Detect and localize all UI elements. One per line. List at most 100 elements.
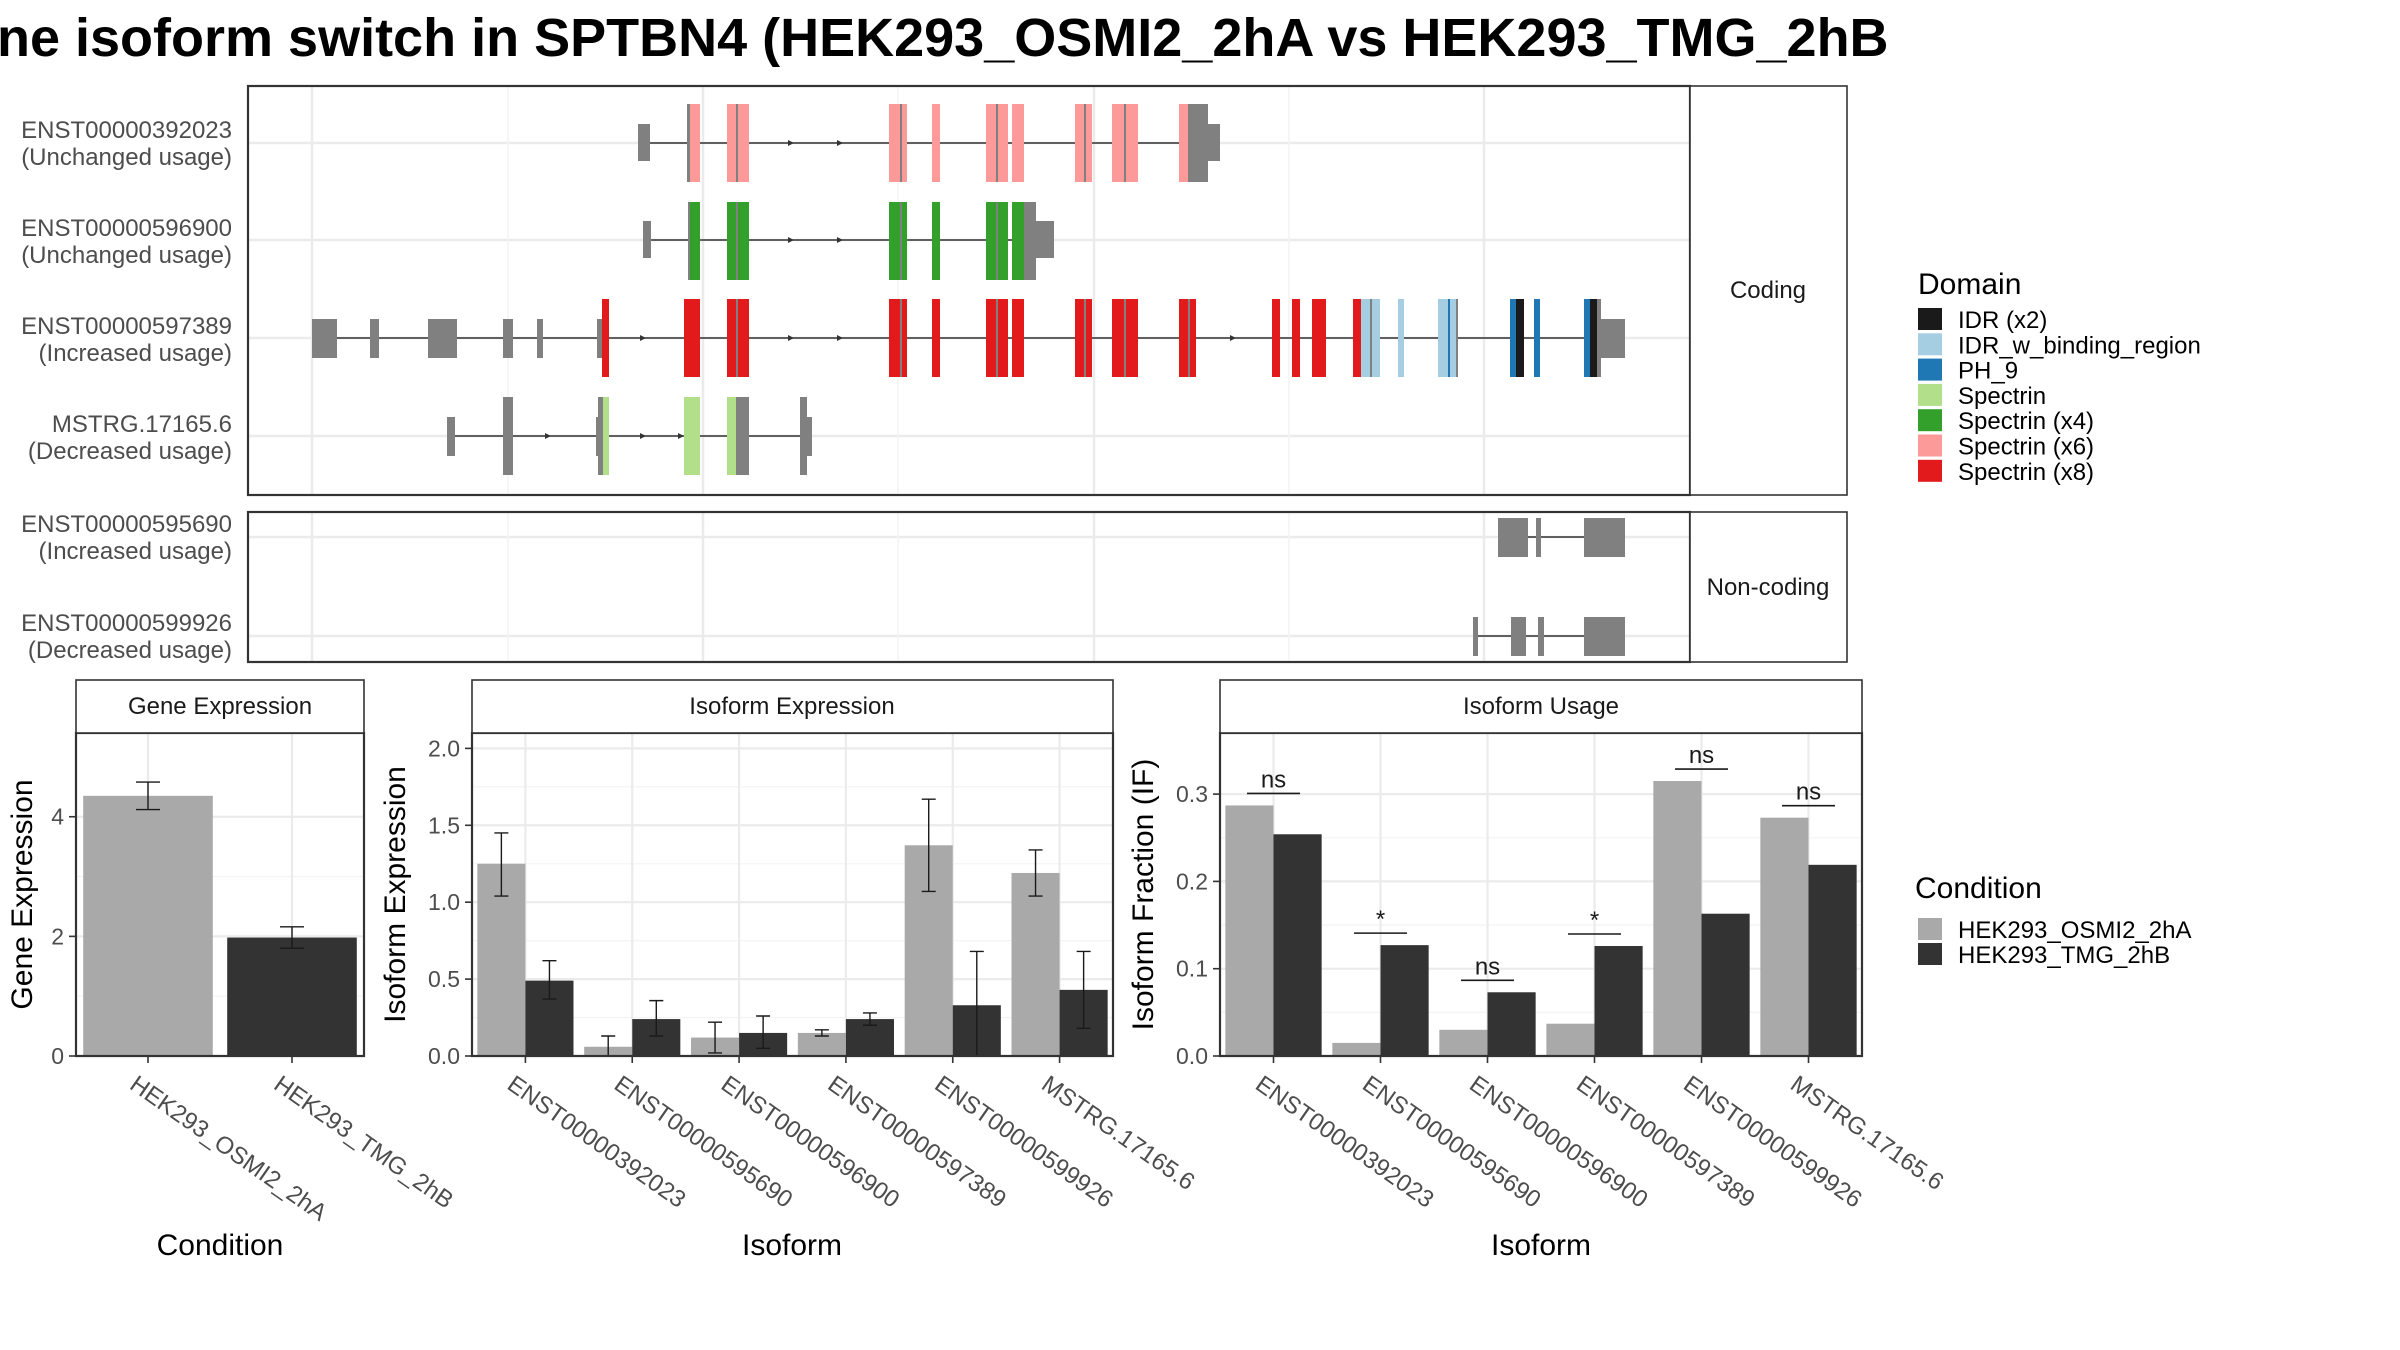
noncoding-strip-label: Non-coding: [1707, 574, 1830, 601]
panel2-ytick-label-1: 0.1: [1176, 956, 1208, 982]
panel1-bar-s0-3: [797, 1032, 846, 1056]
panel1-errorbar-s0-0: [494, 832, 509, 897]
row-label-enst00000596900-usage: (Unchanged usage): [21, 242, 232, 269]
panel1-ytick-label-0: 0.0: [428, 1043, 460, 1069]
condition-legend-key-0: [1918, 918, 1942, 940]
row-label-mstrg-17165-6-usage: (Decreased usage): [28, 438, 232, 465]
row-label-enst00000595690-usage: (Increased usage): [39, 538, 232, 565]
domain-legend-key-1: [1918, 333, 1942, 356]
panel1-errorbar-s1-3: [862, 1012, 877, 1026]
domain-legend-label-1: IDR_w_binding_region: [1958, 332, 2201, 359]
panel1-errorbar-s1-2: [756, 1015, 771, 1050]
domain-legend-label-2: PH_9: [1958, 358, 2018, 385]
domain-legend: Domain IDR (x2)IDR_w_binding_regionPH_9S…: [1918, 268, 2201, 486]
panel2-sig-label-2: ns: [1475, 953, 1500, 980]
panel2-sig-label-4: ns: [1689, 742, 1714, 769]
panel1-bar-s0-5: [1011, 872, 1060, 1056]
domain-legend-key-0: [1918, 308, 1942, 330]
panel2-strip: [1219, 679, 1863, 734]
transcript-track-enst00000596900: [643, 202, 1054, 280]
panel0-yaxis-title: Gene Expression: [6, 779, 39, 1009]
panel1-ytick-label-1: 0.5: [428, 966, 460, 992]
panel0-xaxis-title: Condition: [157, 1229, 284, 1262]
panel2-yaxis-title: Isoform Fraction (IF): [1127, 759, 1160, 1031]
domain-legend-key-3: [1918, 383, 1942, 406]
figure-title: ne isoform switch in SPTBN4 (HEK293_OSMI…: [0, 8, 1889, 68]
domain-legend-key-2: [1918, 358, 1942, 381]
panel0-errorbar-1: [280, 926, 304, 950]
coding-structure-panel: [246, 84, 1692, 497]
row-label-enst00000595690-id: ENST00000595690: [21, 511, 232, 538]
panel0-strip: [75, 679, 365, 734]
panel1-strip-label: Isoform Expression: [689, 693, 894, 720]
panel2-bar-s1-4: [1701, 913, 1750, 1056]
transcript-track-enst00000597389: [312, 299, 1625, 377]
panel1-xaxis-title: Isoform: [742, 1229, 842, 1262]
domain-legend-title: Domain: [1918, 268, 2021, 301]
noncoding-structure-panel: [246, 510, 1692, 664]
domain-legend-key-5: [1918, 434, 1942, 457]
panel0-ytick-label-1: 2: [51, 923, 64, 949]
noncoding-strip: Non-coding: [1689, 511, 1848, 663]
panel2-ytick-label-2: 0.2: [1176, 868, 1208, 894]
panel1-ytick-label-2: 1.0: [428, 889, 460, 915]
domain-legend-key-6: [1918, 459, 1942, 482]
panel2-bar-s1-1: [1380, 945, 1429, 1056]
panel0-ytick-label-0: 0: [51, 1043, 64, 1069]
domain-legend-label-4: Spectrin (x4): [1958, 408, 2094, 435]
panel0-ytick-label-2: 4: [51, 804, 64, 830]
condition-legend-label-0: HEK293_OSMI2_2hA: [1958, 917, 2191, 944]
panel1-errorbar-s0-2: [708, 1021, 723, 1054]
panel2-bar-s0-3: [1546, 1023, 1595, 1056]
panel2-xaxis-title: Isoform: [1491, 1229, 1591, 1262]
noncoding-row-labels: ENST00000595690 (Increased usage) ENST00…: [21, 511, 232, 664]
panel0-bar-0: [83, 795, 213, 1056]
row-label-enst00000392023-id: ENST00000392023: [21, 117, 232, 144]
condition-legend-label-1: HEK293_TMG_2hB: [1958, 942, 2170, 969]
row-label-enst00000392023-usage: (Unchanged usage): [21, 144, 232, 171]
domain-legend-label-3: Spectrin: [1958, 383, 2046, 410]
row-label-enst00000597389-usage: (Increased usage): [39, 340, 232, 367]
panel2-strip-label: Isoform Usage: [1463, 693, 1619, 720]
panel2-sig-label-3: *: [1590, 907, 1599, 934]
condition-legend-key-1: [1918, 943, 1942, 965]
panel2-sig-label-1: *: [1376, 906, 1385, 933]
panel1-yaxis-title: Isoform Expression: [379, 766, 412, 1023]
panel2-bar-s1-2: [1487, 992, 1536, 1056]
domain-legend-key-4: [1918, 409, 1942, 432]
panel2-bar-s0-2: [1439, 1029, 1488, 1056]
coding-strip: Coding: [1689, 85, 1848, 496]
coding-strip-label: Coding: [1730, 277, 1806, 304]
transcript-track-enst00000599926: [1473, 617, 1625, 656]
panel1-errorbar-s1-1: [649, 999, 664, 1037]
panel1-ytick-label-4: 2.0: [428, 735, 460, 761]
panel0-strip-label: Gene Expression: [128, 693, 312, 720]
panel1-errorbar-s0-3: [814, 1029, 829, 1037]
domain-legend-label-5: Spectrin (x6): [1958, 434, 2094, 461]
panel2-bar-s1-3: [1594, 946, 1643, 1056]
row-label-enst00000596900-id: ENST00000596900: [21, 215, 232, 242]
row-label-enst00000599926-id: ENST00000599926: [21, 610, 232, 637]
domain-legend-items: IDR (x2)IDR_w_binding_regionPH_9Spectrin…: [1918, 307, 2201, 486]
panel1-errorbar-s1-0: [542, 959, 557, 1000]
transcript-track-mstrg-17165-6: [447, 397, 812, 475]
condition-legend-title: Condition: [1915, 872, 2042, 905]
panel2-sig-label-0: ns: [1261, 766, 1286, 793]
coding-row-labels: ENST00000392023 (Unchanged usage) ENST00…: [21, 117, 232, 465]
row-label-enst00000597389-id: ENST00000597389: [21, 313, 232, 340]
panel2-ytick-label-0: 0.0: [1176, 1043, 1208, 1069]
panel2-bar-s0-4: [1653, 781, 1702, 1056]
panel2-ytick-label-3: 0.3: [1176, 781, 1208, 807]
panel0-errorbar-0: [136, 781, 160, 811]
transcript-track-enst00000392023: [638, 104, 1220, 182]
panel2-bar-s1-5: [1808, 864, 1857, 1056]
panel0-bar-1: [227, 937, 357, 1056]
row-label-mstrg-17165-6-id: MSTRG.17165.6: [52, 411, 232, 438]
panel2-sig-label-5: ns: [1796, 779, 1821, 806]
domain-legend-label-6: Spectrin (x8): [1958, 459, 2094, 486]
domain-legend-label-0: IDR (x2): [1958, 307, 2047, 334]
panel2-bar-s1-0: [1273, 834, 1322, 1056]
